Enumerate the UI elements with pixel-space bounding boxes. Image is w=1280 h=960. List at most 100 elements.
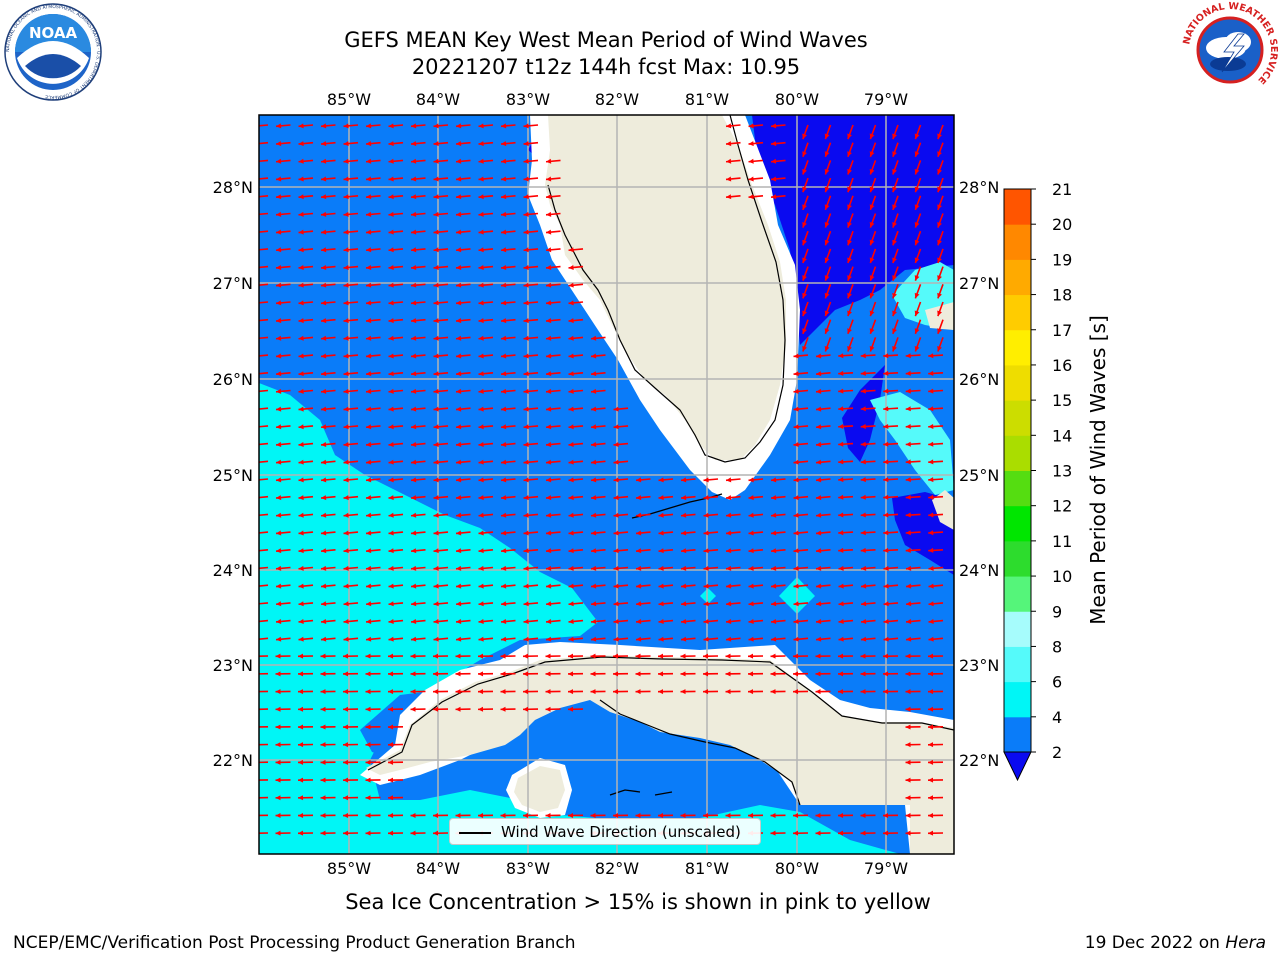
wind-arrowhead bbox=[254, 318, 259, 323]
wind-arrowhead bbox=[501, 318, 507, 324]
wind-arrowhead bbox=[478, 706, 484, 712]
wind-arrow bbox=[259, 389, 269, 393]
wind-arrowhead bbox=[546, 601, 552, 607]
wind-arrowhead bbox=[793, 812, 799, 818]
wind-arrowhead bbox=[680, 689, 686, 695]
wind-arrowhead bbox=[838, 653, 844, 659]
wind-arrowhead bbox=[433, 512, 439, 518]
wind-arrowhead bbox=[613, 601, 619, 607]
wind-arrowhead bbox=[478, 812, 484, 818]
wind-arrow bbox=[259, 549, 269, 552]
wind-arrowhead bbox=[726, 530, 732, 536]
wind-arrowhead bbox=[298, 388, 304, 394]
wind-arrowhead bbox=[253, 689, 258, 694]
wind-arrowhead bbox=[456, 565, 462, 571]
wind-arrowhead bbox=[937, 310, 942, 317]
wind-arrowhead bbox=[824, 186, 830, 193]
wind-arrowhead bbox=[254, 194, 259, 199]
lat-tick-label: 26°N bbox=[213, 370, 253, 389]
colorbar-segment bbox=[1004, 294, 1031, 331]
wind-arrowhead bbox=[321, 548, 327, 554]
wind-arrowhead bbox=[298, 194, 304, 200]
wind-arrowhead bbox=[321, 123, 327, 129]
lat-tick-label: 24°N bbox=[959, 561, 999, 580]
wind-arrowhead bbox=[613, 548, 619, 554]
wind-arrowhead bbox=[860, 830, 866, 836]
wind-arrowhead bbox=[869, 133, 875, 140]
wind-arrowhead bbox=[366, 176, 372, 182]
wind-arrowhead bbox=[254, 265, 259, 270]
wind-arrowhead bbox=[793, 530, 799, 536]
wind-arrowhead bbox=[905, 759, 911, 765]
wind-arrowhead bbox=[433, 158, 439, 164]
wind-arrowhead bbox=[478, 282, 484, 288]
wind-arrowhead bbox=[815, 830, 821, 836]
colorbar-tick-label: 10 bbox=[1052, 567, 1072, 586]
wind-arrowhead bbox=[433, 495, 439, 501]
wind-arrowhead bbox=[321, 565, 327, 571]
wind-arrowhead bbox=[433, 335, 439, 341]
wind-arrowhead bbox=[478, 459, 484, 465]
wind-arrowhead bbox=[523, 442, 529, 447]
wind-arrowhead bbox=[501, 530, 507, 536]
wind-arrowhead bbox=[298, 724, 304, 730]
lat-tick-label: 23°N bbox=[959, 656, 999, 675]
wind-arrowhead bbox=[478, 671, 484, 677]
wind-arrowhead bbox=[928, 459, 934, 465]
wind-arrowhead bbox=[321, 300, 327, 306]
wind-arrowhead bbox=[928, 830, 934, 836]
wind-arrowhead bbox=[613, 636, 619, 642]
wind-arrowhead bbox=[254, 159, 259, 164]
wind-arrowhead bbox=[905, 724, 911, 730]
wind-arrowhead bbox=[478, 477, 484, 483]
wind-arrowhead bbox=[275, 724, 281, 730]
wind-arrowhead bbox=[847, 310, 852, 317]
wind-arrowhead bbox=[321, 194, 327, 200]
wind-arrowhead bbox=[771, 123, 777, 129]
map-tick-labels: 85°W 85°W 84°W 84°W 83°W 83°W 82°W 82°W 81°W 81°W… bbox=[213, 90, 1000, 878]
wind-arrowhead bbox=[500, 706, 506, 712]
wind-arrowhead bbox=[802, 310, 807, 317]
wind-arrowhead bbox=[905, 830, 911, 836]
colorbar-tick-label: 8 bbox=[1052, 637, 1062, 656]
wind-arrowhead bbox=[816, 442, 822, 447]
wind-arrowhead bbox=[343, 176, 349, 182]
wind-arrowhead bbox=[937, 133, 942, 140]
wind-arrowhead bbox=[501, 512, 507, 518]
wind-arrowhead bbox=[771, 583, 777, 589]
wind-arrowhead bbox=[838, 689, 844, 695]
wind-arrowhead bbox=[861, 636, 867, 642]
wind-arrowhead bbox=[523, 601, 529, 607]
wind-arrowhead bbox=[388, 653, 394, 659]
wind-arrowhead bbox=[365, 706, 371, 712]
wind-arrowhead bbox=[388, 671, 394, 677]
lon-tick-label: 79°W bbox=[864, 90, 908, 109]
wind-arrowhead bbox=[388, 530, 394, 536]
wind-arrowhead bbox=[824, 239, 830, 246]
wind-arrowhead bbox=[276, 495, 282, 501]
wind-arrowhead bbox=[914, 292, 920, 299]
wind-arrowhead bbox=[253, 795, 258, 800]
wind-arrowhead bbox=[366, 548, 372, 554]
wind-arrowhead bbox=[388, 335, 394, 341]
wind-arrowhead bbox=[545, 653, 551, 659]
wind-arrowhead bbox=[343, 424, 349, 430]
wind-arrowhead bbox=[411, 318, 417, 324]
wind-arrowhead bbox=[793, 477, 799, 483]
wind-arrowhead bbox=[937, 345, 942, 352]
wind-arrowhead bbox=[388, 689, 394, 695]
wind-arrowhead bbox=[838, 671, 844, 677]
wind-arrowhead bbox=[276, 176, 282, 182]
wind-arrowhead bbox=[523, 388, 529, 394]
map-legend: Wind Wave Direction (unscaled) bbox=[449, 818, 761, 845]
wind-arrowhead bbox=[860, 494, 866, 500]
wind-arrowhead bbox=[365, 812, 371, 818]
wind-arrowhead bbox=[500, 812, 506, 818]
wind-arrowhead bbox=[456, 282, 462, 288]
wind-arrowhead bbox=[726, 601, 732, 607]
wind-arrowhead bbox=[500, 689, 506, 695]
wind-arrowhead bbox=[321, 335, 327, 341]
wind-arrowhead bbox=[590, 671, 596, 677]
wind-arrowhead bbox=[892, 345, 897, 352]
